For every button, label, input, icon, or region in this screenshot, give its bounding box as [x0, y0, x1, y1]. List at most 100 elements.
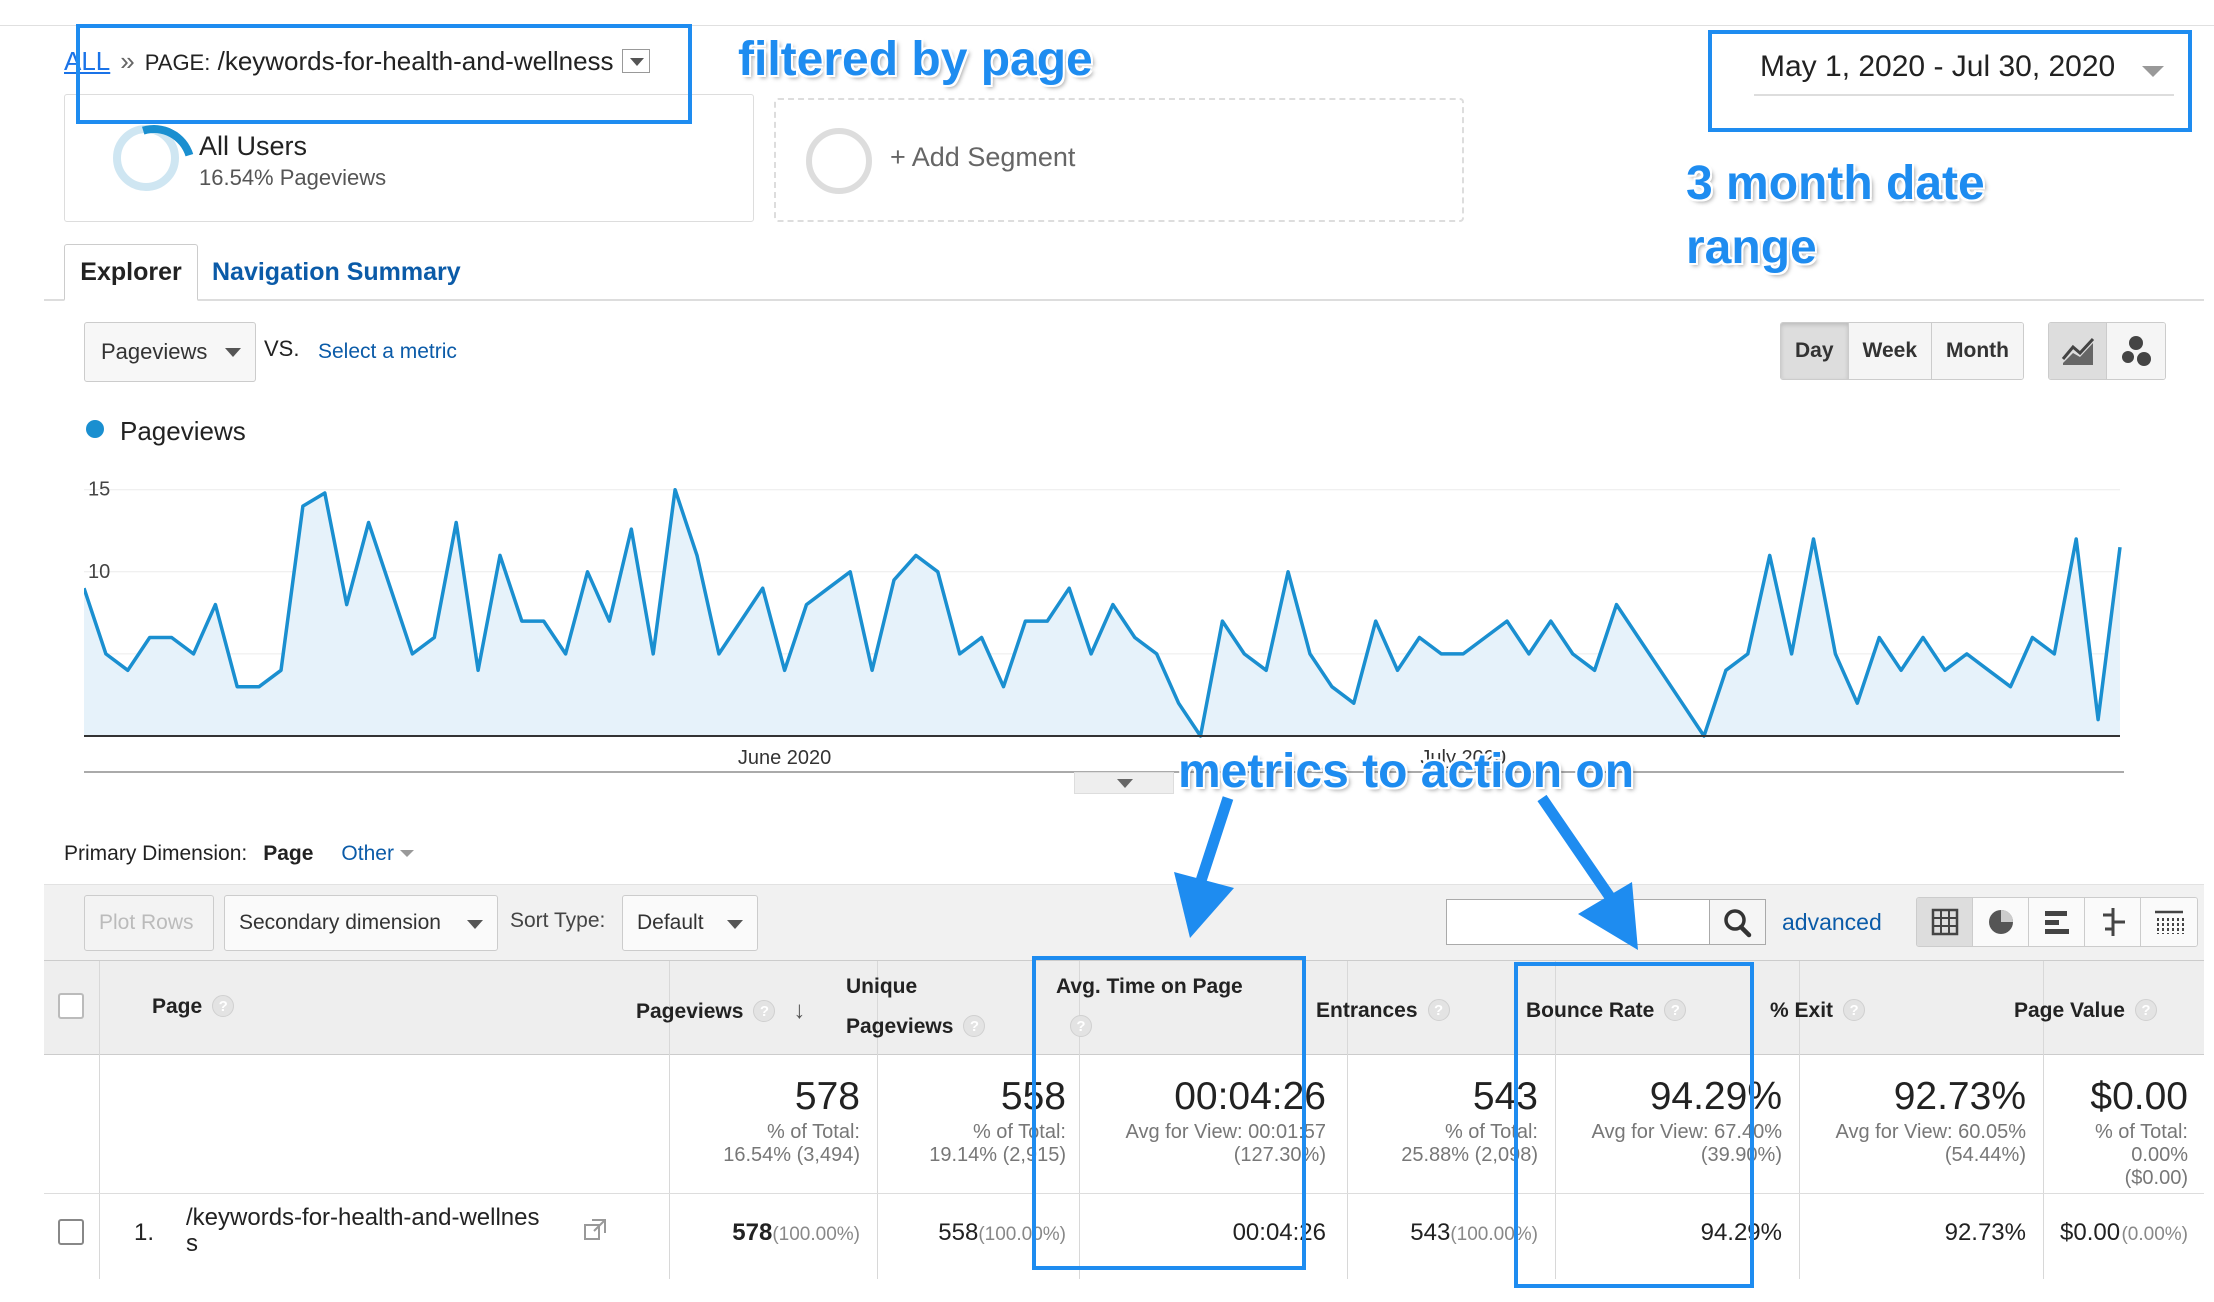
header-value-label: Page Value — [2014, 999, 2125, 1022]
select-metric-link[interactable]: Select a metric — [318, 340, 457, 363]
help-icon[interactable]: ? — [2134, 999, 2157, 1021]
annotation-avg-time-box — [1032, 956, 1306, 1270]
motion-chart-icon[interactable] — [2107, 323, 2165, 379]
performance-bars-icon[interactable] — [2029, 898, 2085, 946]
row-entrances-value: 543 — [1410, 1219, 1451, 1246]
header-avg-time-on-page[interactable]: Avg. Time on Page? — [1056, 967, 1243, 1047]
header-page-value[interactable]: Page Value? — [2014, 991, 2157, 1031]
breadcrumb-all-link[interactable]: ALL — [64, 46, 111, 76]
granularity-week-button[interactable]: Week — [1848, 323, 1933, 379]
help-icon[interactable]: ? — [1070, 1015, 1092, 1037]
header-unique-label-2: Pageviews — [846, 1015, 954, 1038]
header-unique-pageviews[interactable]: Unique Pageviews? — [846, 967, 986, 1047]
totals-bounce-value: 94.29% — [1649, 1075, 1782, 1118]
select-all-checkbox[interactable] — [58, 993, 84, 1019]
header-bounce-label: Bounce Rate — [1526, 999, 1655, 1022]
totals-pageviews: 578 % of Total: 16.54% (3,494) — [670, 1073, 860, 1167]
secondary-dimension-select[interactable]: Secondary dimension — [224, 895, 498, 951]
table-col-checkbox — [44, 961, 100, 1279]
secondary-dimension-label: Secondary dimension — [239, 911, 441, 934]
primary-dimension-other[interactable]: Other — [341, 842, 394, 865]
pivot-icon[interactable] — [2141, 898, 2197, 946]
date-range-picker[interactable]: May 1, 2020 - Jul 30, 2020 — [1754, 50, 2174, 96]
tab-navigation-summary[interactable]: Navigation Summary — [212, 258, 461, 286]
help-icon[interactable]: ? — [1664, 999, 1687, 1021]
row-pageviews-value: 578 — [732, 1219, 773, 1246]
tab-explorer[interactable]: Explorer — [64, 244, 198, 301]
primary-dimension-page[interactable]: Page — [263, 842, 314, 865]
totals-pageviews-sub2: 16.54% (3,494) — [723, 1144, 860, 1166]
totals-unique: 558 % of Total: 19.14% (2,915) — [878, 1073, 1066, 1167]
advanced-filter-link[interactable]: advanced — [1782, 909, 1882, 935]
data-table-icon[interactable] — [1917, 898, 1973, 946]
totals-pageviews-sub1: % of Total: — [766, 1121, 860, 1143]
collapse-chart-button[interactable] — [1074, 772, 1174, 794]
header-avg-time-label: Avg. Time on Page — [1056, 975, 1243, 998]
totals-value-value: $0.00 — [2090, 1075, 2188, 1118]
granularity-day-button[interactable]: Day — [1781, 323, 1849, 379]
totals-entrances-sub1: % of Total: — [1444, 1121, 1538, 1143]
row-pageviews-pct: (100.00%) — [772, 1224, 860, 1245]
chevron-down-icon — [727, 920, 743, 929]
segment-all-users[interactable]: All Users 16.54% Pageviews — [64, 94, 754, 222]
row-checkbox[interactable] — [58, 1219, 84, 1245]
row-bounce: 94.29% — [1700, 1219, 1782, 1246]
breadcrumb-separator: » — [120, 46, 135, 76]
table-search-input[interactable] — [1446, 899, 1710, 945]
sort-type-select[interactable]: Default — [622, 895, 758, 951]
table-col-entrances — [1348, 961, 1556, 1279]
annotation-bounce-box — [1514, 962, 1754, 1288]
pie-chart-icon[interactable] — [1973, 898, 2029, 946]
header-entrances[interactable]: Entrances? — [1316, 991, 1450, 1031]
breadcrumb-dropdown-icon[interactable] — [621, 49, 650, 74]
metric-select-label: Pageviews — [101, 339, 208, 364]
totals-avg-time-sub1: Avg for View: 00:01:57 — [1125, 1121, 1326, 1143]
totals-exit-sub2: (54.44%) — [1944, 1144, 2026, 1166]
search-icon[interactable] — [1710, 899, 1766, 945]
row-page-link[interactable]: /keywords-for-health-and-wellnes s — [186, 1205, 539, 1257]
add-segment-label: + Add Segment — [890, 142, 1076, 172]
open-page-icon[interactable] — [582, 1217, 608, 1248]
breadcrumb-prefix: PAGE: — [144, 50, 211, 75]
table-toolbar: Plot Rows Secondary dimension Sort Type:… — [44, 884, 2204, 960]
help-icon[interactable]: ? — [1843, 999, 1866, 1021]
add-segment-button[interactable]: + Add Segment — [774, 98, 1464, 222]
sort-type-value: Default — [637, 911, 704, 934]
table-col-avg-time — [1080, 961, 1348, 1279]
totals-exit-value: 92.73% — [1893, 1075, 2026, 1118]
totals-exit: 92.73% Avg for View: 60.05% (54.44%) — [1800, 1073, 2027, 1167]
granularity-toggle: Day Week Month — [1780, 322, 2024, 380]
plot-rows-button[interactable]: Plot Rows — [84, 895, 214, 951]
header-pageviews[interactable]: Pageviews? ↓ — [636, 991, 805, 1032]
header-exit[interactable]: % Exit? — [1770, 991, 1866, 1031]
annotation-date-line2: range — [1686, 221, 1817, 274]
header-page[interactable]: Page? — [152, 987, 235, 1027]
sort-type-label: Sort Type: — [510, 909, 606, 932]
help-icon[interactable]: ? — [212, 995, 235, 1017]
help-icon[interactable]: ? — [753, 1000, 776, 1022]
header-exit-label: % Exit — [1770, 999, 1834, 1022]
header-bounce-rate[interactable]: Bounce Rate? — [1526, 991, 1687, 1031]
breadcrumb-page: /keywords-for-health-and-wellness — [217, 46, 614, 76]
metric-select[interactable]: Pageviews — [84, 322, 256, 382]
comparison-icon[interactable] — [2085, 898, 2141, 946]
row-avg-time: 00:04:26 — [1232, 1219, 1326, 1246]
y-tick-label: 10 — [88, 561, 110, 583]
row-page-line2: s — [186, 1230, 198, 1257]
sort-descending-icon[interactable]: ↓ — [793, 997, 806, 1024]
primary-dimension-bar: Primary Dimension: Page Other — [64, 842, 414, 866]
row-index: 1. — [134, 1219, 155, 1246]
line-chart-icon[interactable] — [2049, 323, 2107, 379]
header-page-label: Page — [152, 995, 203, 1018]
x-tick-label: June 2020 — [738, 747, 831, 769]
totals-unique-sub1: % of Total: — [972, 1121, 1066, 1143]
segment-ring-icon — [113, 125, 179, 191]
help-icon[interactable]: ? — [963, 1015, 986, 1037]
row-pageviews: 578(100.00%) — [670, 1219, 860, 1247]
add-segment-ring-icon — [806, 128, 872, 194]
granularity-month-button[interactable]: Month — [1932, 323, 2023, 379]
table-col-exit — [1800, 961, 2044, 1279]
help-icon[interactable]: ? — [1427, 999, 1450, 1021]
segment-detail: 16.54% Pageviews — [199, 165, 387, 190]
